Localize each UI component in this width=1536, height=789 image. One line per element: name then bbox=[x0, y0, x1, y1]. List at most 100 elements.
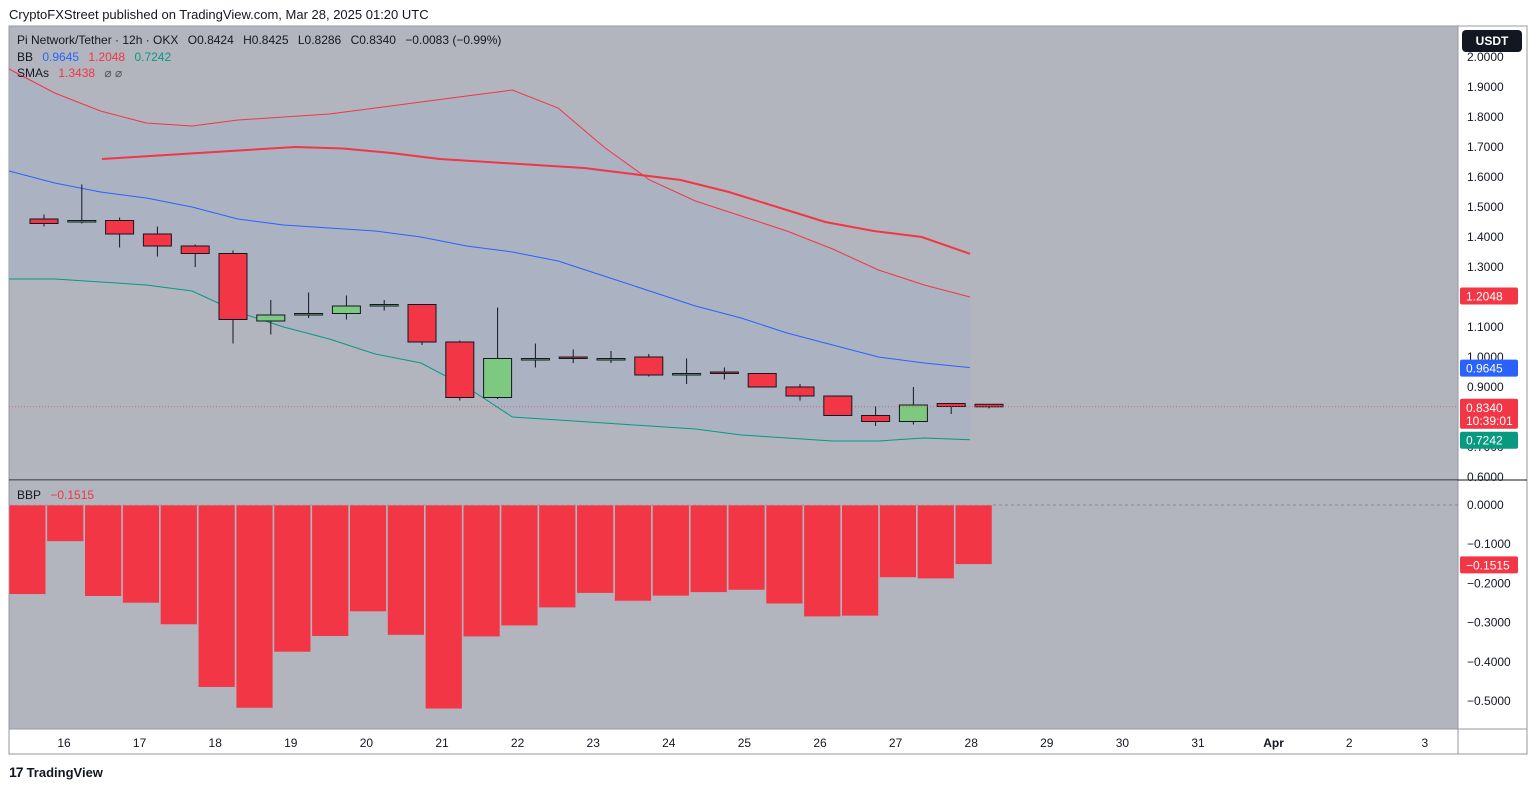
price-tick-label: 0.6000 bbox=[1467, 470, 1504, 484]
price-tick-label: 1.4000 bbox=[1467, 230, 1504, 244]
legend-symbol: Pi Network/Tether · 12h · OKX bbox=[17, 33, 179, 47]
bbp-bar bbox=[122, 504, 160, 604]
time-tick-label: 17 bbox=[133, 736, 147, 750]
bbp-bar bbox=[462, 504, 501, 638]
bbp-bar bbox=[803, 504, 841, 618]
candle-body bbox=[105, 220, 135, 235]
bbp-bar bbox=[84, 504, 122, 597]
bb-lower-line bbox=[9, 278, 971, 442]
candle-body bbox=[861, 415, 891, 422]
bbp-bar bbox=[576, 504, 614, 594]
candle-body bbox=[558, 356, 588, 359]
lower-band-tag: 0.7242 bbox=[1466, 434, 1503, 448]
bbp-bar bbox=[689, 504, 728, 593]
chart-frame bbox=[8, 25, 1528, 755]
time-tick-label: 20 bbox=[360, 736, 374, 750]
candle-body bbox=[936, 403, 966, 407]
lower-band-tag-bg bbox=[1460, 431, 1518, 449]
time-tick-label: Apr bbox=[1263, 736, 1284, 750]
candle-body bbox=[67, 220, 97, 223]
time-tick-label: 27 bbox=[889, 736, 903, 750]
candle-body bbox=[142, 233, 172, 247]
bbp-bar bbox=[652, 504, 690, 597]
candle-body bbox=[747, 373, 777, 388]
legend-bbp[interactable]: BBP −0.1515 bbox=[17, 488, 100, 502]
candle-body bbox=[256, 314, 286, 322]
time-tick-label: 24 bbox=[662, 736, 676, 750]
bbp-bar bbox=[841, 504, 879, 617]
legend-bbp-label: BBP bbox=[17, 488, 42, 502]
price-tick-label: 1.9000 bbox=[1467, 80, 1504, 94]
price-tick-label: 1.7000 bbox=[1467, 140, 1504, 154]
bbp-value-tag-bg bbox=[1460, 556, 1518, 574]
tradingview-footer[interactable]: 17 TradingView bbox=[9, 764, 103, 780]
price-tick-label: 1.5000 bbox=[1467, 200, 1504, 214]
time-tick-label: 26 bbox=[813, 736, 827, 750]
legend-bb-label: BB bbox=[17, 50, 34, 64]
price-tick-label: 1.1000 bbox=[1467, 320, 1504, 334]
candle-body bbox=[180, 245, 210, 254]
bbp-bar bbox=[538, 504, 577, 609]
candle-body bbox=[331, 305, 361, 314]
candle-body bbox=[294, 313, 324, 316]
bbp-tick-label: −0.3000 bbox=[1467, 616, 1511, 630]
candle-body bbox=[596, 358, 626, 361]
legend-sma-label: SMAs bbox=[17, 66, 50, 80]
candle-body bbox=[823, 395, 853, 416]
sma-line bbox=[101, 145, 971, 255]
legend-sma[interactable]: SMAs 1.3438 ⌀ ⌀ bbox=[17, 66, 128, 80]
legend-high: H0.8425 bbox=[243, 33, 289, 47]
bbp-bar bbox=[614, 504, 652, 602]
bbp-bar bbox=[500, 504, 539, 627]
bbp-bar bbox=[197, 504, 236, 688]
bbp-bar bbox=[917, 504, 955, 579]
bbp-bar bbox=[311, 504, 349, 637]
price-tick-label: 1.6000 bbox=[1467, 170, 1504, 184]
candle-body bbox=[218, 253, 248, 320]
bbp-bar bbox=[954, 504, 993, 565]
bbp-tick-label: −0.4000 bbox=[1467, 655, 1511, 669]
upper-band-tag: 1.2048 bbox=[1466, 290, 1503, 304]
basis-tag: 0.9645 bbox=[1466, 362, 1503, 376]
price-tick-label: 1.3000 bbox=[1467, 260, 1504, 274]
time-tick-label: 28 bbox=[965, 736, 979, 750]
candle-body bbox=[369, 304, 399, 307]
candle-body bbox=[29, 218, 59, 224]
bb-basis-line bbox=[8, 170, 971, 369]
legend-bb-lower: 0.7242 bbox=[134, 50, 172, 64]
legend-bb-basis: 0.9645 bbox=[42, 50, 80, 64]
bbp-bar bbox=[879, 504, 917, 578]
candle-body bbox=[634, 356, 664, 376]
price-tick-label: 1.8000 bbox=[1467, 110, 1504, 124]
time-tick-label: 22 bbox=[511, 736, 525, 750]
tradingview-logo-icon: 17 bbox=[9, 764, 24, 780]
candle-body bbox=[974, 403, 1004, 408]
bbp-tick-label: 0.0000 bbox=[1467, 498, 1504, 512]
bbp-value-tag: −0.1515 bbox=[1466, 558, 1510, 572]
time-tick-label: 2 bbox=[1346, 736, 1353, 750]
bbp-bar bbox=[8, 504, 47, 595]
time-tick-label: 19 bbox=[284, 736, 298, 750]
legend-sma-value: 1.3438 bbox=[58, 66, 96, 80]
candle-body bbox=[520, 358, 550, 361]
bbp-tick-label: −0.5000 bbox=[1467, 694, 1511, 708]
currency-button[interactable]: USDT bbox=[1462, 30, 1522, 52]
legend-bb[interactable]: BB 0.9645 1.2048 0.7242 bbox=[17, 50, 177, 64]
candle-body bbox=[407, 304, 437, 343]
time-tick-label: 3 bbox=[1421, 736, 1428, 750]
candle-body bbox=[483, 358, 513, 398]
bbp-bar bbox=[727, 504, 766, 591]
price-tick-label: 2.0000 bbox=[1467, 50, 1504, 64]
bb-upper-line bbox=[8, 68, 971, 298]
legend-bbp-value: −0.1515 bbox=[50, 488, 95, 502]
candle-body bbox=[672, 373, 702, 376]
legend-low: L0.8286 bbox=[297, 33, 342, 47]
legend-open: O0.8424 bbox=[187, 33, 234, 47]
publisher-line: CryptoFXStreet published on TradingView.… bbox=[9, 7, 429, 22]
candle-body bbox=[898, 404, 928, 422]
legend-change: −0.0083 (−0.99%) bbox=[405, 33, 502, 47]
bbp-bar bbox=[235, 504, 274, 709]
bbp-bar bbox=[273, 504, 312, 653]
bbp-bar bbox=[46, 504, 84, 542]
